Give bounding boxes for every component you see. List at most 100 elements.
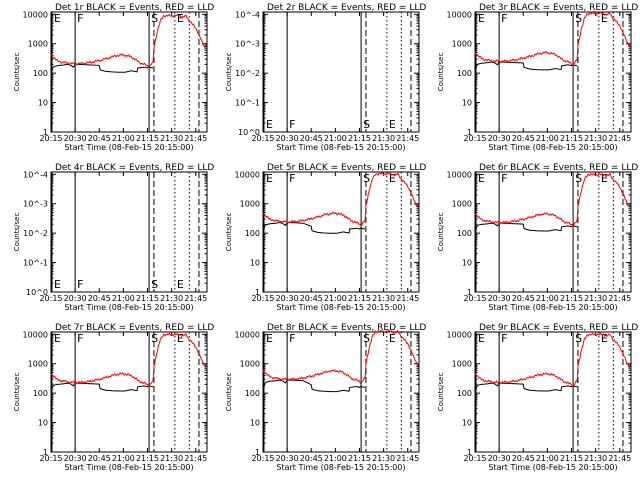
x-tick-label: 20:15 — [463, 454, 486, 463]
y-axis-label: Counts/sec — [437, 373, 445, 412]
x-tick-label: 20:30 — [64, 134, 87, 143]
x-tick-label: 21:45 — [396, 294, 419, 303]
plot-frame — [50, 331, 208, 453]
x-tick-label: 21:00 — [112, 294, 135, 303]
y-tick-label: 1 — [467, 448, 472, 457]
x-axis-label: Start Time (08-Feb-15 20:15:00) — [276, 303, 405, 312]
panel-title: Det 4r BLACK = Events, RED = LLD — [55, 163, 214, 173]
marker-label: E — [601, 172, 608, 185]
y-tick-label: 1000 — [452, 200, 472, 209]
x-tick-label: 21:45 — [608, 134, 631, 143]
y-tick-label: 10000 — [23, 10, 48, 19]
y-axis-label: Counts/sec — [437, 53, 445, 92]
x-tick-label: 21:00 — [112, 454, 135, 463]
marker-label: E — [266, 118, 273, 131]
y-tick-label: 100 — [33, 69, 48, 78]
marker-label: F — [289, 172, 295, 185]
x-tick-label: 21:30 — [160, 454, 183, 463]
x-tick-label: 21:45 — [608, 454, 631, 463]
x-tick-label: 20:45 — [512, 294, 535, 303]
x-axis-label: Start Time (08-Feb-15 20:15:00) — [64, 463, 193, 472]
x-tick-label: 21:30 — [160, 134, 183, 143]
y-tick-label: 1 — [255, 448, 260, 457]
y-tick-label: 10 — [250, 259, 260, 268]
panel-title: Det 2r BLACK = Events, RED = LLD — [267, 3, 426, 13]
x-tick-label: 21:30 — [372, 454, 395, 463]
plot-frame — [50, 171, 208, 293]
x-tick-label: 21:15 — [136, 134, 159, 143]
y-tick-label: 100 — [457, 389, 472, 398]
x-tick-label: 20:45 — [300, 454, 323, 463]
y-tick-label: 10^0 — [238, 128, 260, 137]
y-tick-label: 10^-2 — [23, 229, 48, 238]
y-tick-label: 100 — [245, 389, 260, 398]
x-tick-label: 20:30 — [276, 294, 299, 303]
x-axis-label: Start Time (08-Feb-15 20:15:00) — [488, 463, 617, 472]
x-tick-label: 20:15 — [251, 294, 274, 303]
x-tick-label: 21:00 — [324, 454, 347, 463]
lld-series-line — [474, 172, 630, 229]
marker-label: S — [151, 332, 158, 345]
events-series-line — [50, 382, 154, 397]
marker-label: F — [289, 118, 295, 131]
events-series-line — [474, 222, 578, 237]
panel-2: Det 2r BLACK = Events, RED = LLD 20:15 20:… — [225, 3, 426, 152]
x-tick-label: 21:00 — [112, 134, 135, 143]
y-axis-label: Counts/sec — [13, 53, 21, 92]
lld-series-line — [50, 332, 206, 388]
marker-label: E — [54, 12, 61, 25]
marker-label: S — [575, 332, 582, 345]
y-tick-label: 10 — [462, 259, 472, 268]
marker-label: S — [575, 172, 582, 185]
lld-series-line — [262, 172, 418, 228]
marker-label: F — [501, 12, 507, 25]
x-tick-label: 21:45 — [396, 134, 419, 143]
panel-title: Det 8r BLACK = Events, RED = LLD — [267, 323, 426, 333]
events-series-line — [50, 63, 154, 78]
x-tick-label: 21:15 — [348, 134, 371, 143]
plot-frame — [262, 11, 420, 133]
x-tick-label: 20:30 — [64, 454, 87, 463]
lld-series-line — [50, 13, 206, 69]
events-series-line — [262, 221, 366, 236]
x-tick-label: 20:30 — [64, 294, 87, 303]
x-tick-label: 21:45 — [184, 454, 207, 463]
y-tick-label: 1000 — [240, 200, 260, 209]
y-axis-label: Counts/sec — [13, 373, 21, 412]
marker-label: E — [266, 332, 273, 345]
lld-series-line — [474, 11, 630, 66]
plot-frame — [474, 171, 632, 293]
panel-title: Det 1r BLACK = Events, RED = LLD — [55, 3, 214, 13]
x-tick-label: 21:15 — [136, 454, 159, 463]
y-tick-label: 1000 — [240, 360, 260, 369]
x-tick-label: 20:45 — [88, 294, 111, 303]
x-tick-label: 21:00 — [536, 454, 559, 463]
y-tick-label: 10000 — [447, 330, 472, 339]
y-axis-label: Counts/sec — [437, 213, 445, 252]
x-axis-label: Start Time (08-Feb-15 20:15:00) — [64, 143, 193, 152]
panel-title: Det 9r BLACK = Events, RED = LLD — [479, 323, 638, 333]
x-tick-label: 20:45 — [300, 134, 323, 143]
y-tick-label: 10^-4 — [235, 10, 260, 19]
marker-label: E — [601, 332, 608, 345]
panel-title: Det 3r BLACK = Events, RED = LLD — [479, 3, 638, 13]
x-axis-label: Start Time (08-Feb-15 20:15:00) — [276, 463, 405, 472]
x-tick-label: 21:00 — [324, 294, 347, 303]
marker-label: E — [478, 172, 485, 185]
marker-label: E — [54, 332, 61, 345]
plot-frame — [50, 11, 208, 133]
panel-title: Det 5r BLACK = Events, RED = LLD — [267, 163, 426, 173]
x-tick-label: 21:30 — [160, 294, 183, 303]
y-tick-label: 1000 — [28, 360, 48, 369]
x-axis-label: Start Time (08-Feb-15 20:15:00) — [64, 303, 193, 312]
x-tick-label: 21:15 — [348, 294, 371, 303]
x-tick-label: 21:15 — [136, 294, 159, 303]
y-tick-label: 10 — [462, 419, 472, 428]
y-tick-label: 10^-1 — [235, 99, 260, 108]
y-axis-label: Counts/sec — [13, 213, 21, 252]
y-tick-label: 10^-3 — [235, 40, 260, 49]
x-tick-label: 20:15 — [251, 134, 274, 143]
